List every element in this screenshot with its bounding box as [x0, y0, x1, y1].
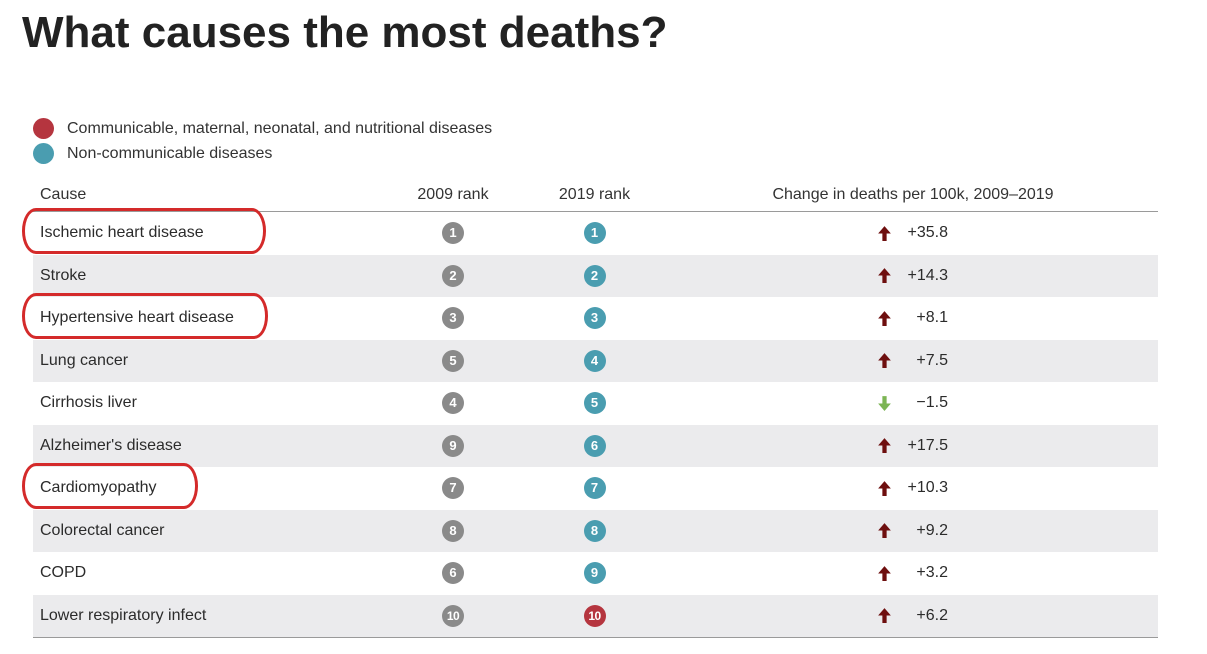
- legend-swatch-communicable: [33, 118, 54, 139]
- cause-label: Lung cancer: [40, 351, 129, 369]
- legend-label-noncommunicable: Non-communicable diseases: [67, 144, 273, 162]
- rank-2019-cell: 7: [553, 477, 636, 500]
- rank-2009-badge: 5: [442, 349, 464, 372]
- rank-2019-cell: 1: [553, 222, 636, 245]
- rank-2019-cell: 4: [553, 349, 636, 372]
- rank-2009-badge: 9: [442, 434, 464, 457]
- rank-2009-badge: 6: [442, 562, 464, 585]
- rank-2009-badge: 8: [442, 519, 464, 542]
- rank-2019-cell: 2: [553, 264, 636, 287]
- rank-2019-cell: 10: [553, 604, 636, 627]
- cause-label: Alzheimer's disease: [40, 436, 182, 454]
- arrow-up-icon: [878, 268, 891, 284]
- rank-2019-badge: 9: [583, 562, 606, 585]
- change-value: +6.2: [916, 606, 948, 624]
- rank-2009-badge: 10: [442, 604, 464, 627]
- rank-2019-badge: 7: [583, 477, 606, 500]
- column-header-cause: Cause: [40, 185, 87, 203]
- legend-item-noncommunicable: Non-communicable diseases: [33, 141, 492, 166]
- table-header: Cause 2009 rank 2019 rank Change in deat…: [33, 178, 1158, 212]
- change-value: +14.3: [907, 266, 948, 284]
- rank-2009-badge: 2: [442, 264, 464, 287]
- change-value: +3.2: [916, 564, 948, 581]
- rank-2019-badge: 2: [583, 264, 606, 287]
- column-header-2019-rank: 2019 rank: [558, 185, 631, 203]
- column-header-change: Change in deaths per 100k, 2009–2019: [772, 185, 1054, 203]
- rank-2009-cell: 5: [413, 349, 493, 372]
- arrow-down-icon: [878, 395, 891, 411]
- rank-2019-cell: 5: [553, 392, 636, 415]
- cause-label: COPD: [40, 564, 87, 582]
- ranking-table: Cause 2009 rank 2019 rank Change in deat…: [33, 178, 1158, 638]
- table-row: Cardiomyopathy 7 7 +10.3: [33, 467, 1158, 510]
- table-body: Ischemic heart disease 1 1 +35.8 Stroke 2 2 +14…: [33, 212, 1158, 638]
- arrow-up-icon: [878, 523, 891, 539]
- change-value: +35.8: [907, 224, 948, 241]
- arrow-up-icon: [878, 565, 891, 581]
- table-row: Cirrhosis liver 4 5 −1.5: [33, 382, 1158, 425]
- rank-2009-cell: 6: [413, 562, 493, 585]
- table-row: Colorectal cancer 8 8 +9.2: [33, 509, 1158, 552]
- rank-2009-cell: 1: [413, 222, 493, 245]
- rank-2009-cell: 4: [413, 392, 493, 415]
- table-row: Stroke 2 2 +14.3: [33, 254, 1158, 297]
- rank-2009-cell: 2: [413, 264, 493, 287]
- cause-label: Colorectal cancer: [40, 521, 165, 539]
- rank-2019-cell: 8: [553, 519, 636, 542]
- rank-2019-badge: 10: [583, 604, 606, 627]
- arrow-up-icon: [878, 608, 891, 624]
- change-value: +7.5: [916, 351, 948, 369]
- rank-2019-badge: 6: [583, 434, 606, 457]
- arrow-up-icon: [878, 480, 891, 496]
- rank-2009-badge: 3: [442, 307, 464, 330]
- table-row: Lung cancer 5 4 +7.5: [33, 339, 1158, 382]
- cause-label: Cardiomyopathy: [40, 479, 157, 497]
- change-value: +9.2: [916, 521, 948, 539]
- arrow-up-icon: [878, 353, 891, 369]
- rank-2019-badge: 4: [583, 349, 606, 372]
- rank-2019-badge: 3: [583, 307, 606, 330]
- rank-2009-cell: 8: [413, 519, 493, 542]
- table-row: Hypertensive heart disease 3 3 +8.1: [33, 297, 1158, 340]
- rank-2019-badge: 1: [583, 222, 606, 245]
- rank-2009-badge: 4: [442, 392, 464, 415]
- rank-2009-cell: 10: [413, 604, 493, 627]
- arrow-up-icon: [878, 438, 891, 454]
- page-title: What causes the most deaths?: [22, 8, 668, 57]
- arrow-up-icon: [878, 310, 891, 326]
- cause-label: Stroke: [40, 266, 87, 284]
- legend: Communicable, maternal, neonatal, and nu…: [33, 116, 492, 166]
- cause-label: Cirrhosis liver: [40, 394, 137, 412]
- table-row: COPD 6 9 +3.2: [33, 552, 1158, 595]
- legend-swatch-noncommunicable: [33, 143, 54, 164]
- rank-2019-cell: 9: [553, 562, 636, 585]
- rank-2019-badge: 5: [583, 392, 606, 415]
- column-header-2009-rank: 2009 rank: [417, 185, 489, 203]
- change-value: +8.1: [916, 309, 948, 326]
- rank-2009-badge: 7: [442, 477, 464, 500]
- change-value: −1.5: [916, 394, 948, 411]
- rank-2009-badge: 1: [442, 222, 464, 245]
- change-value: +17.5: [907, 436, 948, 454]
- table-row: Lower respiratory infect 10 10 +6.2: [33, 594, 1158, 638]
- cause-label: Hypertensive heart disease: [40, 309, 234, 327]
- rank-2009-cell: 3: [413, 307, 493, 330]
- rank-2019-cell: 6: [553, 434, 636, 457]
- rank-2009-cell: 7: [413, 477, 493, 500]
- table-row: Alzheimer's disease 9 6 +17.5: [33, 424, 1158, 467]
- rank-2019-cell: 3: [553, 307, 636, 330]
- change-value: +10.3: [907, 479, 948, 496]
- cause-label: Lower respiratory infect: [40, 606, 207, 624]
- legend-label-communicable: Communicable, maternal, neonatal, and nu…: [67, 119, 493, 137]
- table-row: Ischemic heart disease 1 1 +35.8: [33, 212, 1158, 255]
- legend-item-communicable: Communicable, maternal, neonatal, and nu…: [33, 116, 492, 141]
- cause-label: Ischemic heart disease: [40, 224, 204, 242]
- rank-2009-cell: 9: [413, 434, 493, 457]
- arrow-up-icon: [878, 225, 891, 241]
- rank-2019-badge: 8: [583, 519, 606, 542]
